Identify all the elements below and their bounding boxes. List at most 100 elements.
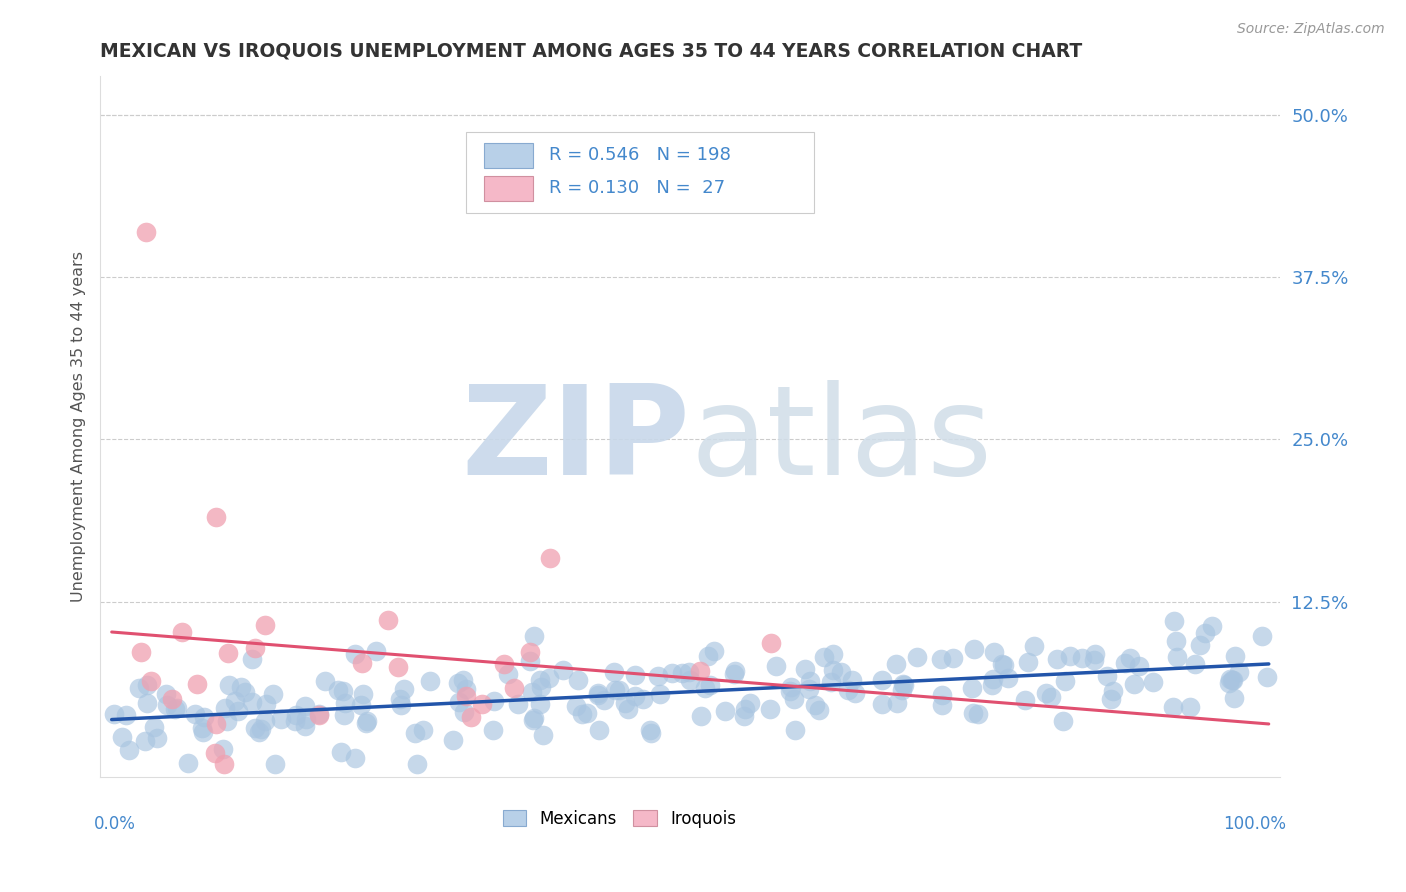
Point — [453, 705, 475, 719]
Point — [703, 644, 725, 658]
Point — [870, 697, 893, 711]
Point — [723, 664, 745, 678]
Point — [135, 225, 157, 239]
Point — [1053, 673, 1076, 688]
Point — [1083, 653, 1105, 667]
Point — [294, 719, 316, 733]
Point — [454, 682, 477, 697]
Point — [183, 706, 205, 721]
Point — [942, 650, 965, 665]
Point — [262, 687, 284, 701]
Point — [254, 698, 277, 712]
Point — [377, 613, 399, 627]
Point — [506, 697, 529, 711]
Point — [387, 659, 409, 673]
Text: R = 0.546   N = 198: R = 0.546 N = 198 — [548, 146, 731, 164]
Point — [285, 708, 308, 723]
Point — [333, 696, 356, 710]
Point — [1017, 655, 1039, 669]
Point — [240, 652, 263, 666]
Point — [214, 701, 236, 715]
Point — [821, 663, 844, 677]
Point — [1227, 665, 1250, 679]
Point — [392, 681, 415, 696]
Point — [441, 732, 464, 747]
Point — [128, 681, 150, 696]
Point — [141, 674, 163, 689]
Point — [981, 672, 1004, 686]
Point — [118, 743, 141, 757]
Point — [891, 677, 914, 691]
Point — [779, 680, 801, 694]
Point — [170, 625, 193, 640]
Point — [186, 677, 208, 691]
Point — [1163, 699, 1185, 714]
Point — [1223, 649, 1246, 664]
Point — [1201, 619, 1223, 633]
Point — [689, 664, 711, 678]
Point — [837, 683, 859, 698]
Point — [142, 720, 165, 734]
Point — [204, 747, 226, 761]
Point — [243, 721, 266, 735]
Point — [496, 667, 519, 681]
Point — [326, 682, 349, 697]
Point — [264, 756, 287, 771]
Point — [330, 745, 353, 759]
Point — [389, 698, 412, 712]
Point — [565, 698, 588, 713]
Point — [1114, 656, 1136, 670]
Point — [1163, 614, 1185, 628]
Point — [205, 510, 228, 524]
Point — [1222, 673, 1244, 688]
Point — [250, 723, 273, 737]
Point — [1250, 629, 1272, 643]
Text: ZIP: ZIP — [461, 380, 690, 501]
Point — [129, 645, 152, 659]
Point — [1142, 675, 1164, 690]
Point — [1071, 651, 1094, 665]
FancyBboxPatch shape — [465, 132, 814, 213]
Point — [1164, 633, 1187, 648]
Point — [607, 683, 630, 698]
Point — [886, 696, 908, 710]
Point — [841, 673, 863, 687]
Point — [571, 707, 593, 722]
Point — [212, 756, 235, 771]
Point — [605, 683, 627, 698]
Point — [761, 636, 783, 650]
Point — [714, 704, 737, 718]
Point — [553, 663, 575, 677]
Point — [146, 731, 169, 746]
Point — [1102, 684, 1125, 698]
Point — [693, 681, 716, 695]
Point — [993, 658, 1015, 673]
Point — [997, 671, 1019, 685]
Text: 100.0%: 100.0% — [1223, 815, 1286, 833]
Point — [218, 678, 240, 692]
Point — [905, 649, 928, 664]
Point — [734, 701, 756, 715]
Point — [1220, 673, 1243, 687]
Point — [538, 551, 561, 566]
Point — [523, 629, 546, 643]
Point — [808, 703, 831, 717]
Point — [1052, 714, 1074, 728]
Point — [765, 658, 787, 673]
Point — [308, 706, 330, 721]
Point — [759, 701, 782, 715]
Point — [270, 713, 292, 727]
Point — [114, 707, 136, 722]
Point — [191, 721, 214, 735]
Point — [586, 686, 609, 700]
Point — [404, 726, 426, 740]
Point — [471, 697, 494, 711]
Point — [245, 641, 267, 656]
Point — [586, 688, 609, 702]
Point — [1256, 670, 1278, 684]
Point — [531, 728, 554, 742]
Point — [519, 645, 541, 659]
Point — [813, 650, 835, 665]
Point — [983, 645, 1005, 659]
Point — [893, 678, 915, 692]
